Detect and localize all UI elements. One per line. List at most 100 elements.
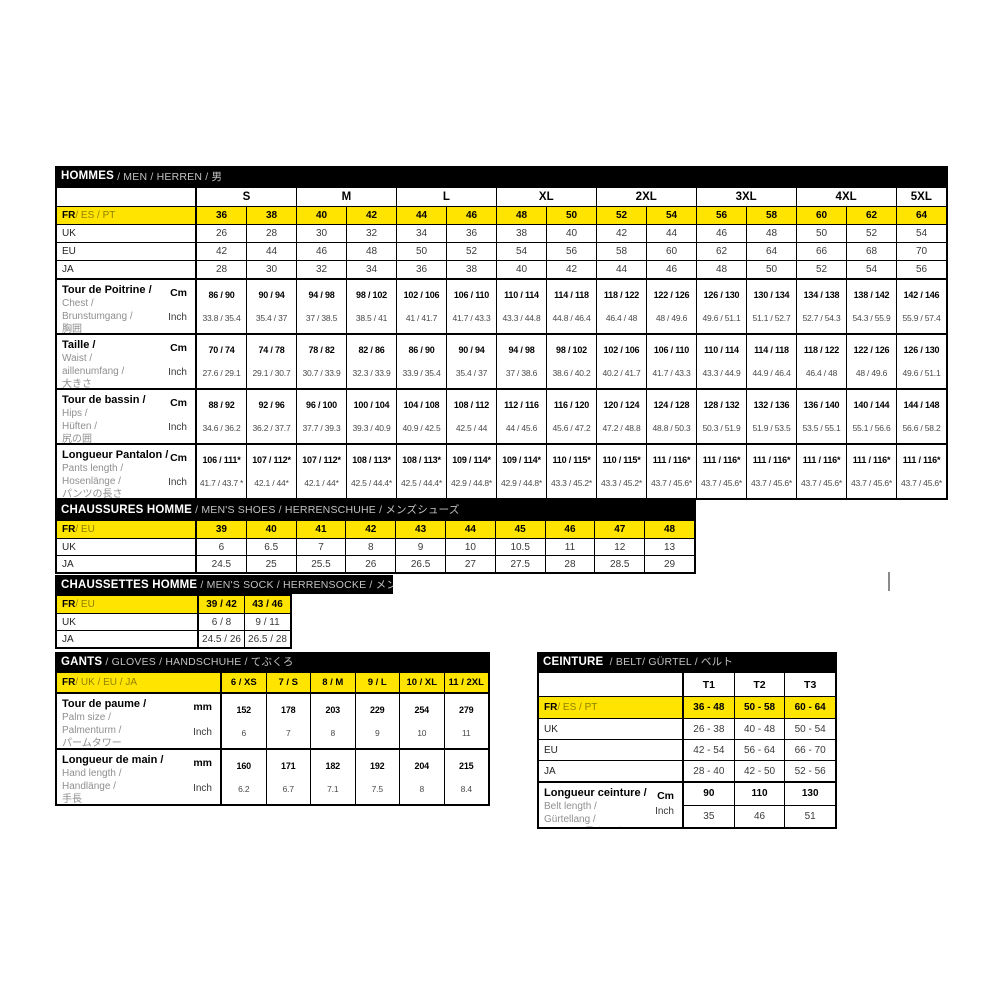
value-cell: 215 8.4 [443, 750, 489, 804]
value-cell: 78 / 82 30.7 / 33.9 [296, 335, 346, 388]
inch-value: 42.5 / 44.4* [400, 477, 443, 488]
value-cell: 110 / 115* 43.3 / 45.2* [546, 445, 596, 498]
value-cell: 66 - 70 [784, 740, 835, 760]
value-cell: 106 / 110 41.7 / 43.3 [446, 280, 496, 333]
inch-value: 36.2 / 37.7 [252, 422, 291, 433]
cm-value: 126 / 130 [903, 345, 940, 356]
table-row: T1 T2 T3 [539, 673, 835, 696]
value-cell: 110 / 114 43.3 / 44.8 [496, 280, 546, 333]
value-cell: 9 / L [354, 673, 400, 692]
value-cell: 56 [696, 207, 746, 224]
value-cell: 138 / 142 54.3 / 55.9 [846, 280, 896, 333]
value-cell: 44 [646, 225, 696, 242]
value-cell: 118 / 122 46.4 / 48 [796, 335, 846, 388]
inch-value: 49.6 / 51.1 [702, 312, 741, 323]
value-cell: 132 / 136 51.9 / 53.5 [746, 390, 796, 443]
row-label-cell: FR / ES / PT [57, 207, 195, 224]
value-cell: 54 [496, 243, 546, 260]
value-cell: 64 [896, 207, 946, 224]
value-cell: 108 / 113* 42.5 / 44.4* [346, 445, 396, 498]
row-label: FR [62, 210, 76, 221]
cm-value: 70 / 74 [208, 345, 235, 356]
measurement-title: Tour de bassin / [62, 394, 146, 406]
belt-size-header-cell: T3 [784, 673, 835, 696]
value-cell: 7 / S [265, 673, 311, 692]
measurement-subtitle: Hüften / [62, 421, 98, 432]
value-cell: 111 / 116* 43.7 / 45.6* [846, 445, 896, 498]
inch-value: 55.9 / 57.4 [902, 312, 941, 323]
unit-bottom-label: Inch [655, 806, 674, 817]
measurement-title: Taille / [62, 339, 96, 351]
value-cell: 112 / 116 44 / 45.6 [496, 390, 546, 443]
section-subtitle: / BELT/ GÜRTEL / ベルト [603, 656, 734, 668]
value-cell: 110 / 115* 43.3 / 45.2* [596, 445, 646, 498]
measurement-label-cell: Longueur ceinture / Belt length / Gürtella… [539, 783, 682, 827]
value-cell: 13 [644, 539, 694, 555]
value-cell: 134 / 138 52.7 / 54.3 [796, 280, 846, 333]
cm-value: 118 / 122 [603, 290, 640, 301]
inch-value: 11 [462, 727, 471, 738]
inch-value: 46 [753, 810, 766, 822]
value-cell: 114 / 118 44.9 / 46.4 [746, 335, 796, 388]
value-cell: 34 [346, 261, 396, 278]
row-label-secondary: / ES / PT [75, 210, 116, 221]
cm-value: 110 [734, 783, 785, 806]
inch-value: 9 [374, 727, 380, 738]
size-group-cell: 2XL [595, 188, 696, 206]
inch-value: 42.9 / 44.8* [450, 477, 493, 488]
inch-value: 43.3 / 45.2* [600, 477, 643, 488]
value-cell: 60 [796, 207, 846, 224]
shoes-size-table: FR / EU 39 40 41 42 43 44 45 46 47 48 UK 6 6.5 7 8 9 10 10… [55, 519, 696, 574]
value-cell: 46 [446, 207, 496, 224]
inch-value: 6 [241, 727, 247, 738]
value-cell: 107 / 112* 42.1 / 44* [246, 445, 296, 498]
cm-value: 111 / 116* [902, 455, 941, 466]
table-row: Tour de bassin / Hips / Hüften / 尻の囲 Cm Inch 8… [57, 388, 946, 443]
cm-value: 112 / 116 [504, 400, 539, 411]
value-cell: 43 / 46 [244, 596, 290, 613]
value-cell: 28 - 40 [682, 761, 734, 781]
row-label-cell [57, 188, 195, 206]
inch-value: 10 [417, 727, 427, 738]
unit-bottom-label: Inch [168, 477, 187, 488]
table-row: UK 26 28 30 32 34 36 38 40 42 44 46 48 50 52 54 [57, 224, 946, 242]
inch-value: 48 / 49.6 [855, 367, 888, 378]
measurement-subtitle: 大きさ [62, 379, 92, 388]
cm-value: 130 [785, 783, 836, 806]
inch-value: 35.4 / 37 [255, 312, 288, 323]
value-cell: 136 / 140 53.5 / 55.1 [796, 390, 846, 443]
value-cell: 46 [696, 225, 746, 242]
table-row: JA 28 - 40 42 - 50 52 - 56 [539, 760, 835, 781]
belt-header-bar: CEINTURE / BELT/ GÜRTEL / ベルト [537, 652, 837, 671]
cm-value: 107 / 112* [302, 455, 341, 466]
value-cell: 42 - 50 [733, 761, 785, 781]
value-cell: 124 / 128 48.8 / 50.3 [646, 390, 696, 443]
value-cell: 178 7 [265, 694, 311, 748]
value-cell: 47 [594, 521, 644, 538]
value-cell: 126 / 130 49.6 / 51.1 [896, 335, 946, 388]
value-cell: 109 / 114* 42.9 / 44.8* [446, 445, 496, 498]
cm-value: 94 / 98 [308, 290, 335, 301]
size-group-cell: 4XL [795, 188, 896, 206]
inch-value: 35 [703, 810, 715, 822]
row-label-cell: FR / UK / EU / JA [57, 673, 220, 692]
value-cell: 92 / 96 36.2 / 37.7 [246, 390, 296, 443]
value-cell: 50 - 54 [784, 719, 835, 739]
value-cell: 254 10 [399, 694, 444, 748]
value-cell: 111 / 116* 43.7 / 45.6* [796, 445, 846, 498]
value-cell: 62 [846, 207, 896, 224]
value-cell: 36 [446, 225, 496, 242]
row-label-cell: EU [57, 243, 195, 260]
row-label: EU [62, 246, 76, 257]
value-cell: 106 / 111* 41.7 / 43.7 * [195, 445, 246, 498]
table-row: JA 24.5 25 25.5 26 26.5 27 27.5 28 28.5 29 [57, 555, 694, 572]
cm-value: 98 / 102 [556, 345, 587, 356]
row-label-cell: UK [57, 225, 195, 242]
inch-value: 32.3 / 33.9 [352, 367, 391, 378]
row-label-cell: JA [57, 556, 195, 572]
value-cell: 192 7.5 [354, 750, 400, 804]
inch-value: 43.7 / 45.6* [850, 477, 893, 488]
cm-value: 102 / 106 [603, 345, 640, 356]
value-cell: 26 [345, 556, 395, 572]
size-group-cell: 5XL [895, 188, 946, 206]
